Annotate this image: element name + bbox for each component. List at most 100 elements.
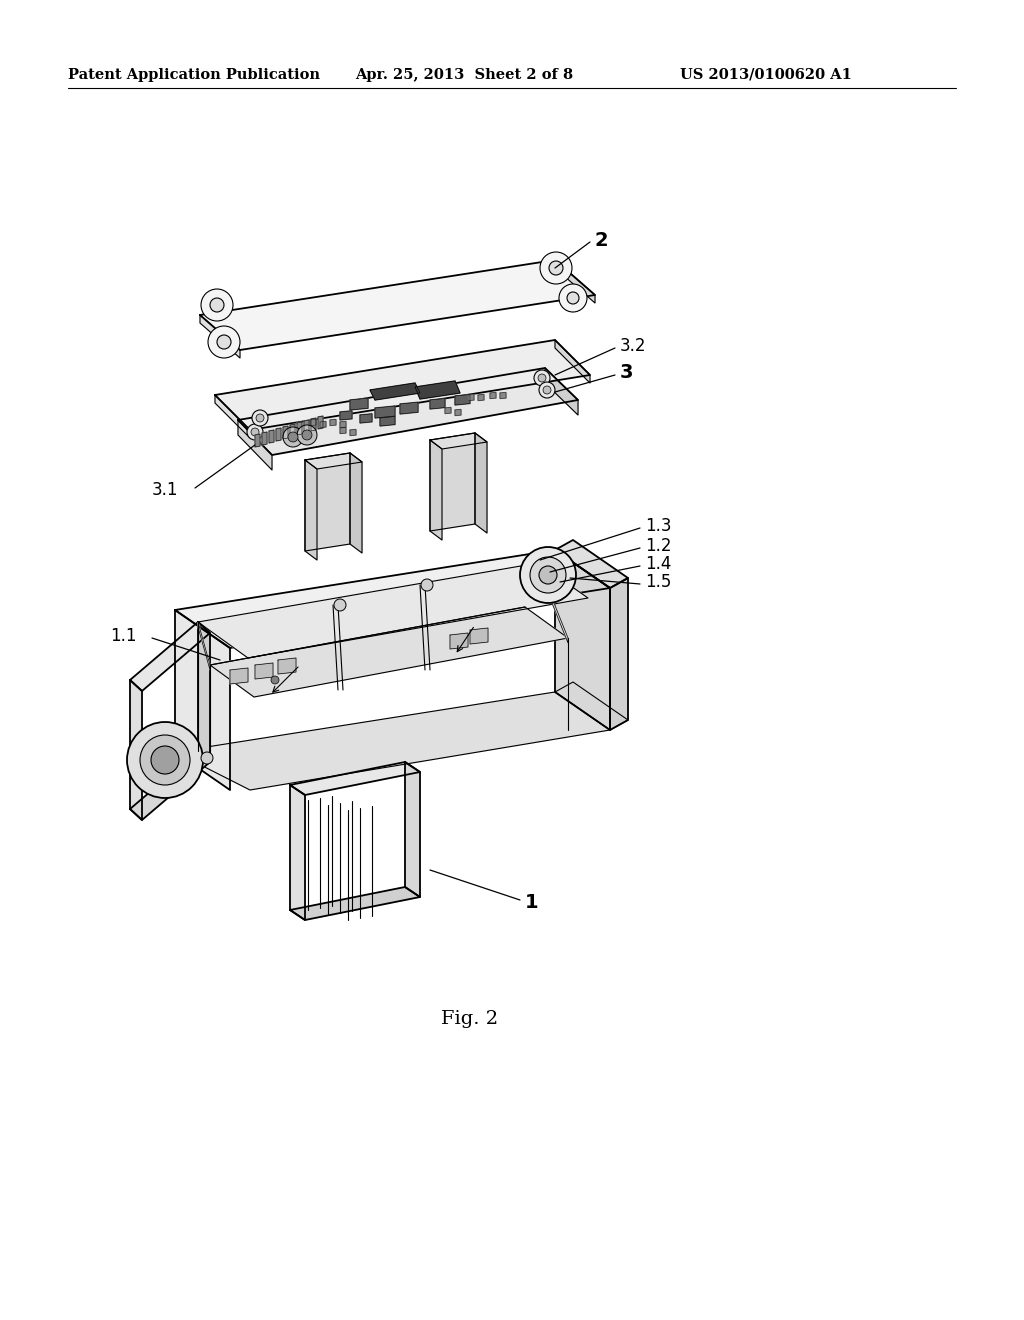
Polygon shape	[350, 399, 368, 411]
Polygon shape	[318, 416, 323, 429]
Circle shape	[559, 284, 587, 312]
Text: 1.5: 1.5	[645, 573, 672, 591]
Polygon shape	[330, 420, 336, 425]
Polygon shape	[200, 260, 595, 350]
Polygon shape	[545, 368, 578, 414]
Polygon shape	[175, 692, 610, 789]
Polygon shape	[262, 432, 267, 445]
Polygon shape	[610, 578, 628, 730]
Polygon shape	[455, 409, 461, 416]
Polygon shape	[215, 395, 250, 438]
Circle shape	[252, 411, 268, 426]
Circle shape	[208, 326, 240, 358]
Polygon shape	[130, 751, 210, 820]
Circle shape	[539, 566, 557, 583]
Polygon shape	[215, 341, 590, 430]
Polygon shape	[130, 680, 142, 820]
Polygon shape	[290, 762, 420, 795]
Circle shape	[540, 252, 572, 284]
Polygon shape	[340, 428, 346, 433]
Polygon shape	[283, 426, 288, 440]
Polygon shape	[200, 315, 240, 358]
Polygon shape	[555, 682, 628, 730]
Polygon shape	[278, 657, 296, 675]
Circle shape	[567, 292, 579, 304]
Polygon shape	[400, 403, 418, 414]
Circle shape	[302, 430, 312, 440]
Polygon shape	[555, 260, 595, 304]
Circle shape	[127, 722, 203, 799]
Circle shape	[538, 374, 546, 381]
Polygon shape	[230, 668, 248, 684]
Text: 1.4: 1.4	[645, 554, 672, 573]
Polygon shape	[198, 564, 588, 657]
Text: Fig. 2: Fig. 2	[441, 1010, 499, 1028]
Polygon shape	[255, 434, 260, 447]
Polygon shape	[375, 407, 395, 418]
Polygon shape	[276, 428, 281, 441]
Polygon shape	[290, 424, 295, 437]
Polygon shape	[198, 622, 210, 671]
Polygon shape	[175, 550, 610, 648]
Polygon shape	[360, 413, 372, 422]
Polygon shape	[430, 440, 442, 540]
Text: 1.1: 1.1	[110, 627, 136, 645]
Circle shape	[539, 381, 555, 399]
Polygon shape	[175, 610, 230, 789]
Text: 3.2: 3.2	[620, 337, 646, 355]
Polygon shape	[555, 341, 590, 383]
Polygon shape	[445, 408, 451, 413]
Polygon shape	[198, 622, 210, 762]
Circle shape	[334, 599, 346, 611]
Polygon shape	[450, 634, 468, 649]
Polygon shape	[430, 433, 487, 449]
Polygon shape	[350, 453, 362, 553]
Text: 1.2: 1.2	[645, 537, 672, 554]
Polygon shape	[406, 762, 420, 898]
Polygon shape	[470, 628, 488, 644]
Polygon shape	[269, 430, 274, 444]
Polygon shape	[290, 785, 305, 920]
Polygon shape	[555, 550, 610, 730]
Circle shape	[247, 424, 263, 440]
Polygon shape	[290, 887, 420, 920]
Polygon shape	[340, 421, 346, 428]
Circle shape	[534, 370, 550, 385]
Polygon shape	[255, 663, 273, 678]
Polygon shape	[478, 395, 484, 400]
Polygon shape	[297, 422, 302, 436]
Polygon shape	[415, 381, 460, 399]
Circle shape	[151, 746, 179, 774]
Circle shape	[421, 579, 433, 591]
Circle shape	[251, 428, 259, 436]
Polygon shape	[430, 433, 475, 531]
Circle shape	[520, 546, 575, 603]
Polygon shape	[238, 368, 578, 455]
Polygon shape	[310, 420, 316, 425]
Circle shape	[543, 385, 551, 393]
Circle shape	[283, 426, 303, 447]
Circle shape	[140, 735, 190, 785]
Circle shape	[271, 676, 279, 684]
Polygon shape	[468, 395, 474, 400]
Circle shape	[217, 335, 231, 348]
Polygon shape	[538, 564, 568, 643]
Polygon shape	[305, 453, 362, 469]
Text: 2: 2	[595, 231, 608, 249]
Polygon shape	[490, 392, 496, 399]
Polygon shape	[500, 392, 506, 399]
Text: 1.3: 1.3	[645, 517, 672, 535]
Polygon shape	[430, 399, 445, 409]
Text: 1: 1	[525, 892, 539, 912]
Polygon shape	[304, 420, 309, 433]
Polygon shape	[311, 418, 316, 432]
Polygon shape	[475, 433, 487, 533]
Polygon shape	[380, 417, 395, 426]
Circle shape	[549, 261, 563, 275]
Circle shape	[201, 289, 233, 321]
Polygon shape	[455, 395, 470, 405]
Polygon shape	[238, 420, 272, 470]
Text: US 2013/0100620 A1: US 2013/0100620 A1	[680, 69, 852, 82]
Circle shape	[288, 432, 298, 442]
Polygon shape	[555, 540, 628, 587]
